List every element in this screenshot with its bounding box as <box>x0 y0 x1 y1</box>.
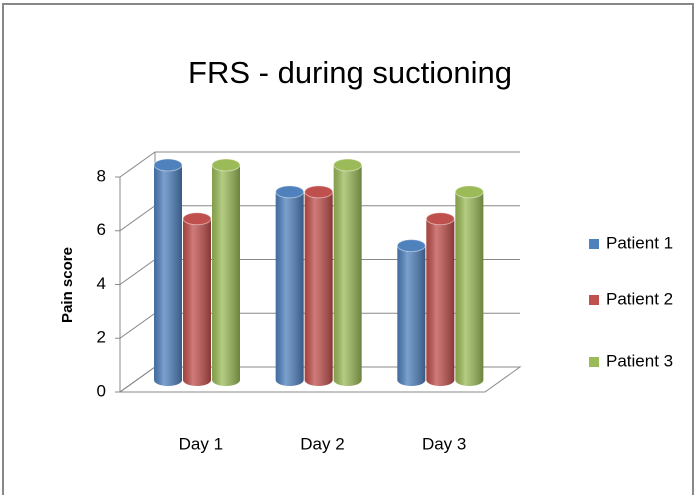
bar-top <box>275 185 305 199</box>
grid-line <box>119 151 520 178</box>
bar-shade <box>275 191 304 386</box>
x-tick-label: Day 1 <box>179 434 223 453</box>
bar-shade <box>154 165 182 386</box>
y-tick-label: 6 <box>97 220 106 239</box>
bar-shade <box>333 165 362 386</box>
bar-shade <box>212 165 240 386</box>
bar-shade <box>397 245 426 386</box>
bar-shade <box>183 218 212 386</box>
bar-shade <box>455 191 484 386</box>
y-tick-label: 8 <box>97 166 106 185</box>
bar-shade <box>426 218 455 386</box>
chart-title: FRS - during suctioning <box>188 55 512 90</box>
legend-label: Patient 3 <box>606 351 673 370</box>
x-tick-label: Day 3 <box>422 434 466 453</box>
y-tick-label: 0 <box>97 381 106 400</box>
bar-shade <box>304 191 333 386</box>
frame <box>2 3 694 500</box>
bar-top <box>454 185 484 199</box>
bar-top <box>304 185 334 199</box>
bar-top <box>333 158 363 172</box>
legend-swatch <box>589 295 599 305</box>
bar-top <box>425 212 455 226</box>
legend-swatch <box>589 239 599 249</box>
legend-label: Patient 2 <box>606 289 673 308</box>
bar-top <box>211 158 241 172</box>
y-tick-label: 4 <box>97 274 106 293</box>
bar-top <box>153 158 183 172</box>
y-tick-label: 2 <box>97 328 106 347</box>
legend-swatch <box>589 357 599 367</box>
legend-label: Patient 1 <box>606 233 673 252</box>
x-tick-label: Day 2 <box>300 434 344 453</box>
y-axis-label: Pain score <box>59 247 76 323</box>
bar-top <box>396 239 426 253</box>
bar-top <box>182 212 212 226</box>
